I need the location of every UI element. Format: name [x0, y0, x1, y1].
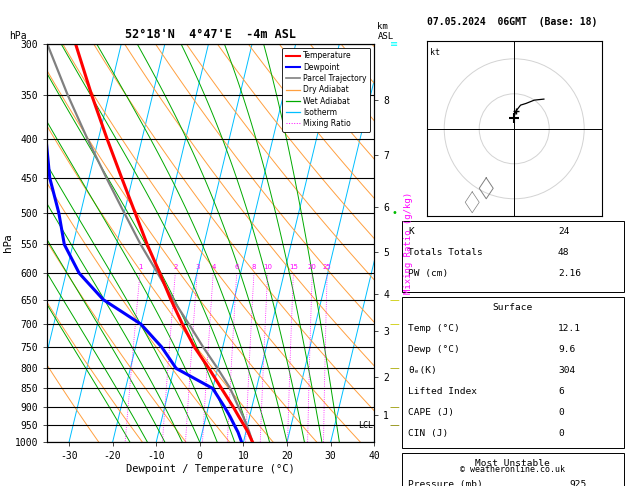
Y-axis label: hPa: hPa — [3, 234, 13, 252]
Text: K: K — [408, 227, 415, 236]
Text: 1: 1 — [138, 264, 143, 270]
Text: 0: 0 — [558, 429, 564, 438]
Text: 9.6: 9.6 — [558, 345, 575, 354]
Text: 2.16: 2.16 — [558, 269, 581, 278]
X-axis label: Dewpoint / Temperature (°C): Dewpoint / Temperature (°C) — [126, 464, 295, 474]
Text: Totals Totals: Totals Totals — [408, 248, 483, 257]
Text: kt: kt — [430, 48, 440, 57]
Text: Temp (°C): Temp (°C) — [408, 324, 460, 333]
Text: 3: 3 — [195, 264, 199, 270]
Text: —: — — [389, 364, 399, 373]
Text: 15: 15 — [289, 264, 298, 270]
Text: 6: 6 — [558, 387, 564, 396]
Text: 20: 20 — [308, 264, 317, 270]
Text: © weatheronline.co.uk: © weatheronline.co.uk — [460, 465, 565, 474]
Text: Dewp (°C): Dewp (°C) — [408, 345, 460, 354]
Text: θₑ(K): θₑ(K) — [408, 366, 437, 375]
Text: PW (cm): PW (cm) — [408, 269, 448, 278]
Text: 4: 4 — [211, 264, 216, 270]
Text: Pressure (mb): Pressure (mb) — [408, 480, 483, 486]
Text: CAPE (J): CAPE (J) — [408, 408, 455, 417]
Text: —: — — [389, 295, 399, 305]
Text: 07.05.2024  06GMT  (Base: 18): 07.05.2024 06GMT (Base: 18) — [428, 17, 598, 27]
Bar — [402, 297, 623, 448]
Text: —: — — [389, 319, 399, 329]
Legend: Temperature, Dewpoint, Parcel Trajectory, Dry Adiabat, Wet Adiabat, Isotherm, Mi: Temperature, Dewpoint, Parcel Trajectory… — [282, 48, 370, 132]
Text: •: • — [391, 208, 398, 218]
Text: Lifted Index: Lifted Index — [408, 387, 477, 396]
Text: Most Unstable: Most Unstable — [476, 459, 550, 468]
Text: —: — — [389, 402, 399, 413]
Title: 52°18'N  4°47'E  -4m ASL: 52°18'N 4°47'E -4m ASL — [125, 28, 296, 41]
Text: 10: 10 — [264, 264, 272, 270]
Text: —: — — [389, 420, 399, 430]
Text: 0: 0 — [558, 408, 564, 417]
Bar — [402, 221, 623, 292]
Text: 6: 6 — [235, 264, 239, 270]
Text: 925: 925 — [569, 480, 586, 486]
Text: 24: 24 — [558, 227, 569, 236]
Text: ≡: ≡ — [391, 39, 398, 49]
Text: 12.1: 12.1 — [558, 324, 581, 333]
Text: 25: 25 — [323, 264, 331, 270]
Text: CIN (J): CIN (J) — [408, 429, 448, 438]
Text: km
ASL: km ASL — [377, 22, 394, 41]
Text: Mixing Ratio (g/kg): Mixing Ratio (g/kg) — [404, 192, 413, 294]
Text: 2: 2 — [174, 264, 178, 270]
Text: 304: 304 — [558, 366, 575, 375]
Text: Surface: Surface — [493, 303, 533, 312]
Bar — [402, 452, 623, 486]
Text: LCL: LCL — [358, 421, 373, 430]
Text: 8: 8 — [252, 264, 257, 270]
Text: hPa: hPa — [9, 31, 27, 41]
Text: 48: 48 — [558, 248, 569, 257]
